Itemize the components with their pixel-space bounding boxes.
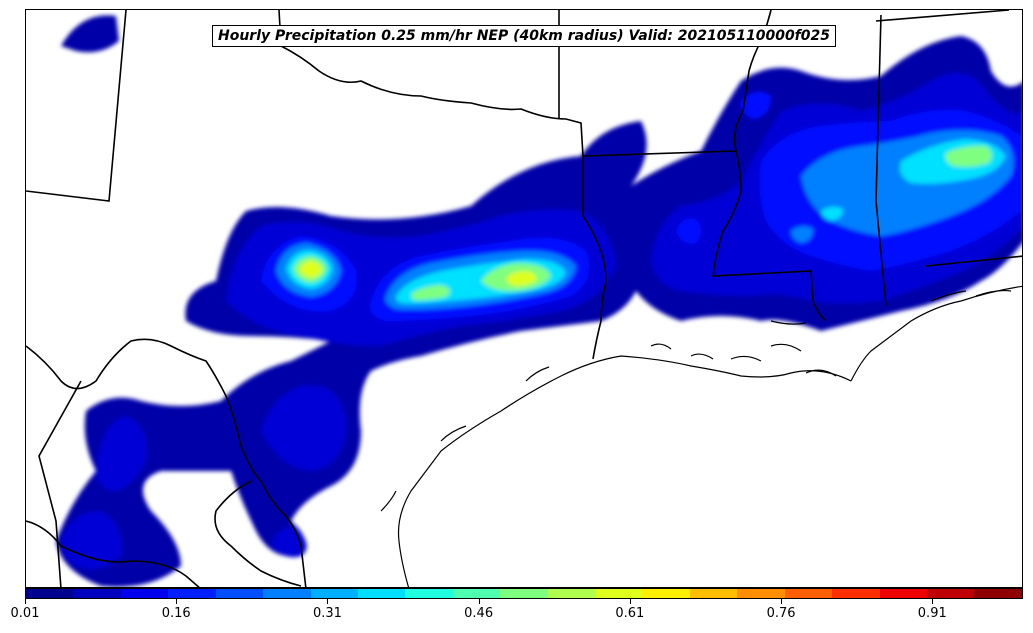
colorbar-labels: 0.01 0.16 0.31 0.46 0.61 0.76 0.91 [0,606,1033,626]
colorbar-segment [26,589,74,598]
colorbar-segment [405,589,453,598]
colorbar-segment [879,589,928,598]
colorbar-tick-label: 0.46 [464,606,494,621]
colorbar-segment [168,589,216,598]
colorbar-segment [357,589,406,598]
colorbar-segment [595,589,643,598]
gulf-coast [397,285,1022,587]
colorbar [25,588,1023,599]
colorbar-segment [500,589,548,598]
colorbar-segment [784,589,833,598]
colorbar-segment [73,589,121,598]
colorbar-segment [215,589,264,598]
boundary-ms-al [875,14,887,307]
precipitation-map [26,10,1022,587]
boundary-nm [38,380,82,587]
colorbar-tick [478,599,480,604]
colorbar-segment [547,589,596,598]
colorbar-tick-label: 0.31 [312,606,342,621]
colorbar-segment [642,589,690,598]
boundary-mx-inner [214,480,302,587]
boundary-ar-la [582,150,737,157]
map-title: Hourly Precipitation 0.25 mm/hr NEP (40k… [212,25,837,47]
colorbar-tick [327,599,329,604]
precip-level-4 [276,130,1014,310]
precip-level-5 [286,139,1006,304]
colorbar-tick-label: 0.61 [615,606,645,621]
colorbar-tick [781,599,783,604]
la-bayous [650,343,837,377]
boundary-red-river [278,10,584,157]
colorbar-tick-label: 0.01 [10,606,40,621]
colorbar-segment [832,589,880,598]
colorbar-tick-label: 0.76 [766,606,796,621]
colorbar-segment [689,589,738,598]
colorbar-tick-label: 0.91 [917,606,947,621]
map-panel: Hourly Precipitation 0.25 mm/hr NEP (40k… [25,9,1023,588]
boundary-fl [925,255,1022,267]
boundary-tx-la [582,156,607,360]
colorbar-segment [310,589,358,598]
colorbar-segment [452,589,501,598]
boundary-sw [26,520,200,587]
colorbar-segment [263,589,311,598]
barrier-islands [380,289,1012,512]
boundary-ne-west [26,10,127,202]
boundary-al-ga [875,10,1010,22]
precip-level-7 [299,261,537,286]
colorbar-tick [25,599,26,604]
colorbar-segment [927,589,975,598]
colorbar-segment [120,589,169,598]
precipitation-field [56,15,1022,587]
colorbar-segment [974,589,1022,598]
boundary-tx-west [26,338,307,587]
colorbar-segment [737,589,785,598]
colorbar-tick [932,599,934,604]
colorbar-tick-label: 0.16 [161,606,191,621]
state-boundaries [26,10,1022,587]
colorbar-tick [629,599,631,604]
coastline [380,285,1022,587]
colorbar-tick [176,599,178,604]
